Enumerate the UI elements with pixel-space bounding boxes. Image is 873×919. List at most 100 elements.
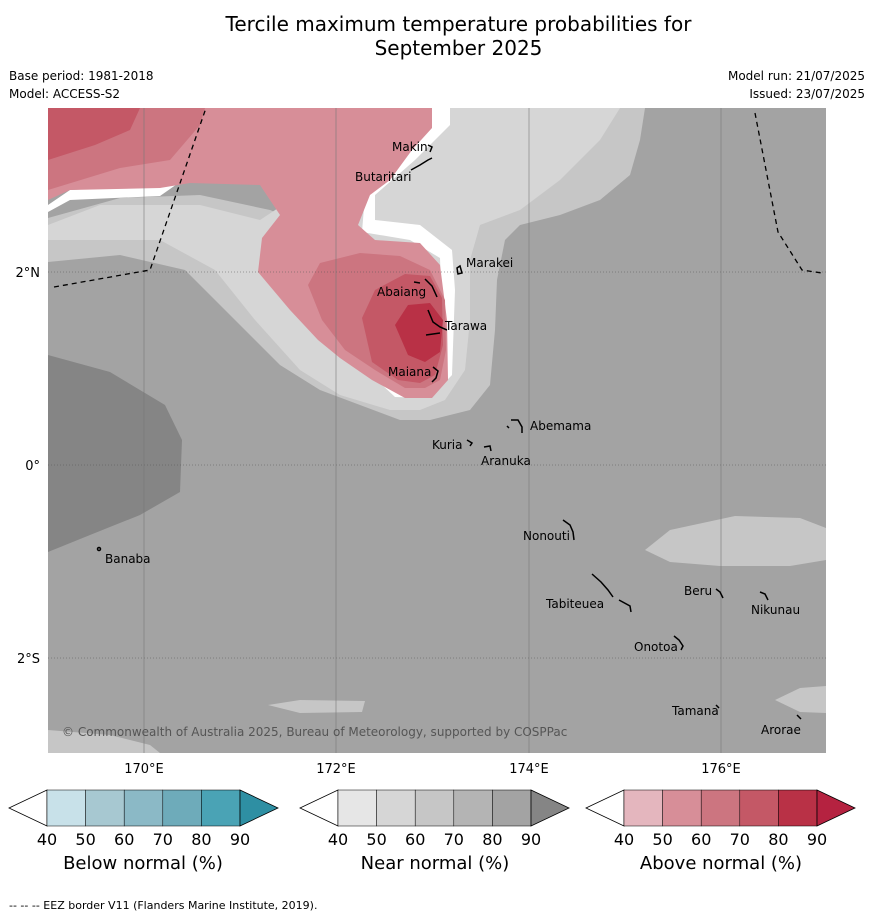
near-normal-60-southwest	[48, 730, 160, 753]
label-abemama: Abemama	[530, 419, 591, 433]
colorbar-below-tick-label: 70	[153, 830, 173, 849]
colorbar-below-segment	[123, 789, 164, 827]
label-nonouti: Nonouti	[523, 529, 570, 543]
lat-label-2n: 2°N	[16, 266, 41, 281]
eez-border-west	[53, 108, 207, 288]
colorbar-below-tick-label: 50	[75, 830, 95, 849]
label-nikunau: Nikunau	[751, 603, 800, 617]
base-period: Base period: 1981-2018	[9, 69, 154, 83]
label-tamana: Tamana	[671, 704, 719, 718]
lon-label-176e: 176°E	[701, 762, 741, 777]
colorbar-below-tick-label: 40	[37, 830, 57, 849]
island-tarawa	[425, 309, 448, 336]
model-run: Model run: 21/07/2025	[727, 69, 865, 83]
label-abaiang: Abaiang	[377, 285, 426, 299]
label-arorae: Arorae	[761, 723, 801, 737]
island-maiana	[431, 366, 439, 383]
label-kuria: Kuria	[432, 438, 463, 452]
label-banaba: Banaba	[105, 552, 151, 566]
label-makin: Makin	[392, 140, 428, 154]
place-labels: Makin Butaritari Marakei Abaiang Tarawa …	[105, 140, 801, 737]
copyright-text: © Commonwealth of Australia 2025, Bureau…	[62, 725, 567, 739]
label-beru: Beru	[684, 584, 712, 598]
colorbar-above-label: Above normal (%)	[639, 853, 803, 874]
island-tamana	[715, 704, 720, 709]
colorbar-below-max-extend	[239, 789, 279, 827]
colorbar-near-normal: 40 50 60 70 80 90	[299, 789, 570, 849]
colorbar-near-max-extend	[530, 789, 570, 827]
colorbar-above-segment	[739, 789, 779, 827]
colorbar-near-segment	[453, 789, 493, 827]
lon-labels: 170°E 172°E 174°E 176°E	[124, 762, 741, 777]
colorbar-below-normal: 40 50 60 70 80 90	[8, 789, 279, 849]
eez-legend-footer: -- -- -- EEZ border V11 (Flanders Marine…	[9, 899, 318, 912]
colorbar-below-label: Below normal (%)	[63, 853, 223, 874]
colorbar-near-tick-label: 70	[444, 830, 464, 849]
lon-label-172e: 172°E	[316, 762, 356, 777]
island-marakei	[456, 264, 463, 275]
grid-lines	[48, 271, 826, 659]
label-tabiteuea: Tabiteuea	[545, 597, 604, 611]
title-line-2: September 2025	[374, 36, 543, 60]
label-butaritari: Butaritari	[355, 170, 412, 184]
label-maiana: Maiana	[388, 365, 431, 379]
map-field: Makin Butaritari Marakei Abaiang Tarawa …	[48, 108, 826, 753]
island-banaba	[96, 546, 102, 552]
meta-left: Base period: 1981-2018 Model: ACCESS-S2	[9, 67, 154, 103]
colorbar-above-min-extend	[585, 789, 625, 827]
colorbar-above-tick-label: 90	[807, 830, 827, 849]
colorbar-above-max-extend	[816, 789, 856, 827]
model-name: Model: ACCESS-S2	[9, 87, 121, 101]
colorbar-above-tick-label: 80	[768, 830, 788, 849]
colorbar-near-tick-label: 50	[366, 830, 386, 849]
colorbar-above-normal: 40 50 60 70 80 90	[585, 789, 856, 849]
islands	[96, 144, 802, 720]
island-kuria	[466, 439, 474, 447]
colorbar-near-label: Near normal (%)	[360, 853, 510, 874]
label-tarawa: Tarawa	[444, 319, 487, 333]
issued-date: Issued: 23/07/2025	[749, 87, 865, 101]
lat-labels: 2°N 0° 2°S	[16, 266, 41, 667]
island-butaritari	[410, 157, 433, 171]
near-normal-60-southeast	[775, 686, 826, 713]
near-normal-60-south	[268, 700, 365, 713]
colorbar-near-tick-label: 60	[405, 830, 425, 849]
label-onotoa: Onotoa	[634, 640, 678, 654]
island-beru	[715, 588, 724, 599]
colorbar-below-segment	[162, 789, 202, 827]
colorbar-above-segment	[623, 789, 663, 827]
label-marakei: Marakei	[466, 256, 513, 270]
colorbar-near-min-extend	[299, 789, 339, 827]
colorbar-above-tick-label: 60	[691, 830, 711, 849]
colorbar-below-min-extend	[8, 789, 48, 827]
island-aranuka	[483, 445, 492, 452]
colorbar-above-tick-label: 50	[652, 830, 672, 849]
lon-label-170e: 170°E	[124, 762, 164, 777]
island-nikunau	[759, 591, 769, 601]
island-nonouti	[562, 519, 575, 541]
lat-label-0: 0°	[25, 459, 40, 474]
island-abaiang	[413, 278, 438, 298]
label-aranuka: Aranuka	[481, 454, 531, 468]
island-tabiteuea	[591, 573, 632, 613]
island-onotoa	[673, 635, 684, 651]
near-normal-60-east	[645, 516, 826, 566]
lon-label-174e: 174°E	[509, 762, 549, 777]
colorbar-above-segment	[778, 789, 818, 827]
colorbar-below-tick-label: 90	[230, 830, 250, 849]
colorbar-below-tick-label: 80	[191, 830, 211, 849]
colorbar-near-tick-label: 90	[521, 830, 541, 849]
colorbar-below-segment	[201, 789, 241, 827]
near-normal-80-region	[48, 355, 182, 552]
colorbar-below-segment	[46, 789, 86, 827]
grid-meridians	[143, 108, 722, 753]
island-arorae	[796, 714, 802, 720]
colorbar-below-tick-label: 60	[114, 830, 134, 849]
colorbar-near-segment	[414, 789, 455, 827]
title-line-1: Tercile maximum temperature probabilitie…	[225, 12, 692, 36]
colorbar-below-segment	[85, 789, 125, 827]
island-makin	[427, 144, 433, 153]
lat-label-2s: 2°S	[17, 652, 40, 667]
colorbar-near-segment	[376, 789, 416, 827]
